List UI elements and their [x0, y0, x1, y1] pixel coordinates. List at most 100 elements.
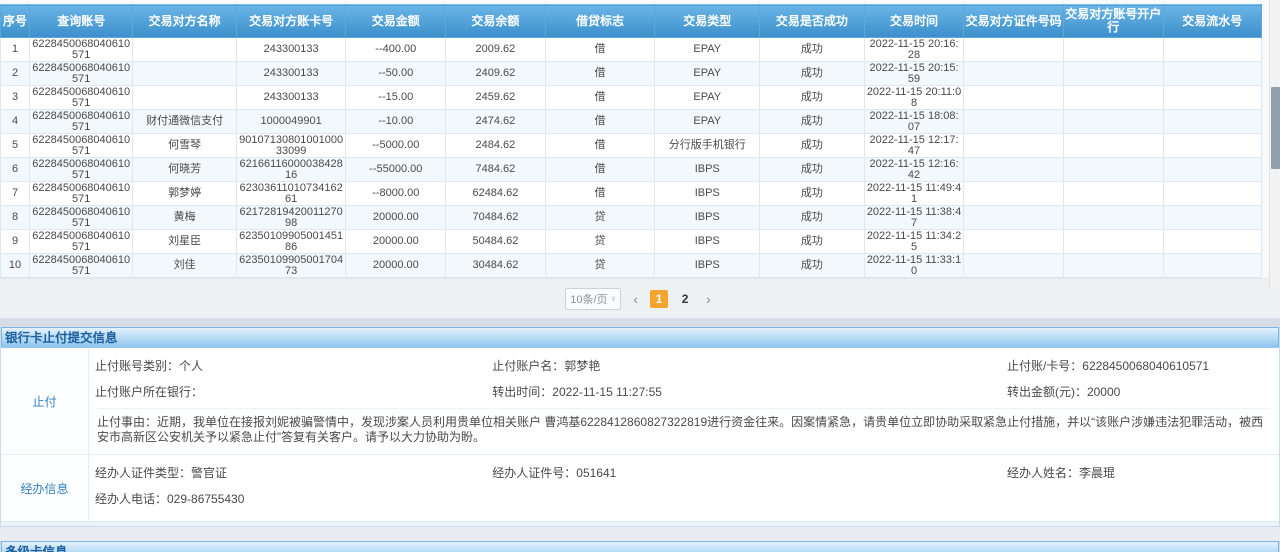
column-header: 交易对方账卡号	[235, 4, 347, 38]
table-cell: IBPS	[654, 205, 761, 230]
table-cell: EPAY	[654, 61, 761, 86]
table-cell	[1162, 205, 1263, 230]
stop-payment-panel: 银行卡止付提交信息 止付 止付账号类别：个人 止付账户名：郭梦艳 止付账/卡号：…	[0, 327, 1280, 527]
table-cell: 4	[0, 109, 30, 134]
table-cell: 9010713080100100033099	[235, 133, 347, 158]
table-cell: 6216611600003842816	[235, 157, 347, 182]
table-cell	[1162, 253, 1263, 278]
table-cell: 6228450068040610571	[28, 37, 134, 62]
multi-card-panel: 多级卡信息 序号级别止付类型所属机构账号余额止付结果录入人录入单位录入时间 1一…	[0, 541, 1280, 552]
table-cell: --8000.00	[345, 181, 447, 206]
table-cell	[963, 85, 1064, 110]
table-cell	[1062, 181, 1164, 206]
next-page-button[interactable]: ›	[706, 290, 711, 307]
divider	[0, 527, 1280, 541]
table-cell: 2484.62	[445, 133, 546, 158]
column-header: 查询账号	[28, 4, 134, 38]
table-cell	[1162, 37, 1263, 62]
scrollbar-track[interactable]	[1269, 0, 1280, 289]
table-cell: 黄梅	[132, 205, 237, 230]
table-cell: 2409.62	[445, 61, 546, 86]
handler-fields: 经办人证件类型：警官证 经办人证件号：051641 经办人姓名：李晨琨 经办人电…	[89, 455, 1279, 521]
table-cell: 2022-11-15 11:34:25	[863, 229, 965, 254]
table-cell: EPAY	[654, 37, 761, 62]
table-cell: 5	[0, 133, 30, 158]
table-cell: 2022-11-15 11:33:10	[863, 253, 965, 278]
table-cell: 2022-11-15 11:49:41	[863, 181, 965, 206]
page-size-select[interactable]: 10条/页 ∨	[565, 287, 622, 310]
table-row: 10 6228450068040610571 刘佳 62350109905001704…	[0, 253, 1263, 278]
table-cell	[132, 61, 237, 86]
field-handler-phone: 经办人电话：029-86755430	[95, 492, 245, 506]
table-cell: 6228450068040610571	[28, 253, 134, 278]
table-cell: 2459.62	[445, 85, 546, 110]
stop-payment-fields: 止付账号类别：个人 止付账户名：郭梦艳 止付账/卡号：6228450068040…	[89, 348, 1279, 454]
table-cell: 6235010990500145186	[235, 229, 347, 254]
table-cell	[1162, 229, 1263, 254]
chevron-down-icon: ∨	[610, 294, 617, 303]
table-cell	[1062, 205, 1164, 230]
table-cell: 成功	[759, 205, 865, 230]
table-cell: 2022-11-15 12:16:42	[863, 157, 965, 182]
scrollbar-thumb[interactable]	[1271, 87, 1280, 169]
table-cell: 借	[544, 181, 656, 206]
table-row: 7 6228450068040610571 郭梦婷 62303611010734162…	[0, 181, 1263, 206]
transactions-panel: 序号 查询账号 交易对方名称 交易对方账卡号 交易金额 交易余额 借贷标志 交易类型 交易是否成…	[0, 0, 1280, 278]
column-header: 交易时间	[863, 4, 965, 38]
table-cell: --15.00	[345, 85, 447, 110]
table-cell: 6	[0, 157, 30, 182]
table-cell	[963, 229, 1064, 254]
table-row: 9 6228450068040610571 刘星臣 62350109905001451…	[0, 229, 1263, 254]
table-cell: 刘星臣	[132, 229, 237, 254]
table-cell: 成功	[759, 37, 865, 62]
field-card-number: 止付账/卡号：6228450068040610571	[1006, 359, 1210, 373]
column-header: 交易流水号	[1162, 4, 1263, 38]
page-button-1[interactable]: 1	[650, 289, 669, 308]
table-cell	[1162, 61, 1263, 86]
table-cell: 20000.00	[345, 205, 447, 230]
table-cell: 借	[544, 61, 656, 86]
table-cell: 2022-11-15 20:16:28	[863, 37, 965, 62]
table-cell	[1062, 37, 1164, 62]
handler-section: 经办信息 经办人证件类型：警官证 经办人证件号：051641 经办人姓名：李晨琨…	[1, 455, 1279, 521]
table-cell	[1162, 157, 1263, 182]
table-cell: 成功	[759, 85, 865, 110]
table-cell	[1162, 109, 1263, 134]
field-account-name: 止付账户名：郭梦艳	[492, 359, 601, 373]
table-cell: 1000049901	[235, 109, 347, 134]
table-cell: 10	[0, 253, 30, 278]
table-cell: 借	[544, 85, 656, 110]
table-cell: 6235010990500170473	[235, 253, 347, 278]
table-cell	[963, 253, 1064, 278]
table-cell: --400.00	[345, 37, 447, 62]
table-cell: 贷	[544, 229, 656, 254]
divider	[0, 318, 1280, 327]
prev-page-button[interactable]: ‹	[633, 290, 639, 307]
page-button-2[interactable]: 2	[681, 291, 689, 306]
table-cell	[1162, 181, 1263, 206]
table-cell: 借	[544, 109, 656, 134]
stop-payment-section: 止付 止付账号类别：个人 止付账户名：郭梦艳 止付账/卡号：6228450068…	[1, 348, 1279, 455]
table-cell	[963, 109, 1064, 134]
table-cell: 2022-11-15 18:08:07	[863, 109, 965, 134]
table-row: 3 6228450068040610571 243300133 --15.00 2459…	[0, 85, 1263, 110]
table-cell: 20000.00	[345, 253, 447, 278]
column-header: 序号	[0, 4, 30, 38]
table-cell: 20000.00	[345, 229, 447, 254]
table-cell: 6228450068040610571	[28, 133, 134, 158]
table-cell	[963, 157, 1064, 182]
pagination: 10条/页 ∨ ‹ 1 2 ›	[0, 278, 1280, 318]
table-cell: 2	[0, 61, 30, 86]
table-cell: EPAY	[654, 109, 761, 134]
table-cell: 2022-11-15 12:17:47	[863, 133, 965, 158]
stop-payment-reason: 止付事由：近期，我单位在接报刘妮被骗警情中，发现涉案人员利用贵单位相关账户 曹鸿…	[95, 408, 1269, 450]
panel-footer-strip	[1, 521, 1279, 526]
stop-payment-panel-title: 银行卡止付提交信息	[1, 327, 1279, 348]
table-row: 2 6228450068040610571 243300133 --50.00 2409…	[0, 61, 1263, 86]
table-cell: 3	[0, 85, 30, 110]
column-header: 借贷标志	[544, 4, 656, 38]
table-cell: --5000.00	[345, 133, 447, 158]
table-cell: 6228450068040610571	[28, 61, 134, 86]
table-cell: 243300133	[235, 85, 347, 110]
table-cell: IBPS	[654, 229, 761, 254]
